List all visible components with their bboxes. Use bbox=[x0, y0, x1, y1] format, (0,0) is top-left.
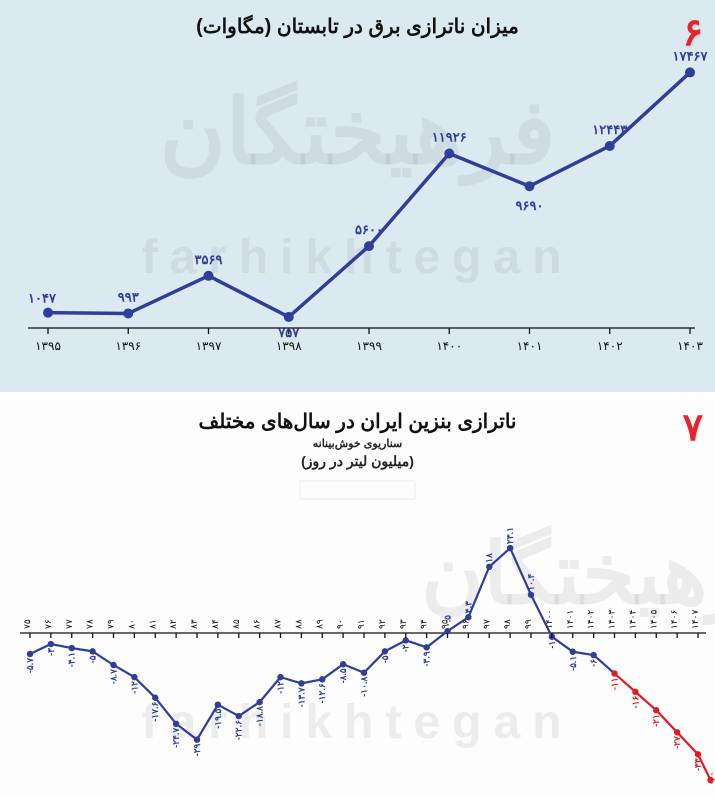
svg-text:-۱: -۱ bbox=[547, 641, 557, 649]
svg-text:-۶: -۶ bbox=[589, 659, 599, 667]
svg-text:-۸.۷: -۸.۷ bbox=[109, 669, 119, 684]
svg-text:-۳: -۳ bbox=[46, 648, 56, 656]
svg-text:-۱۶: -۱۶ bbox=[630, 696, 640, 709]
svg-text:-۱۰.۸: -۱۰.۸ bbox=[359, 677, 369, 697]
svg-text:۱۰۴۷: ۱۰۴۷ bbox=[28, 291, 57, 306]
svg-text:۱۳۹۷: ۱۳۹۷ bbox=[196, 339, 222, 353]
svg-text:۹۲: ۹۲ bbox=[377, 619, 387, 629]
svg-text:۸۱: ۸۱ bbox=[147, 619, 157, 629]
svg-text:-۵: -۵ bbox=[88, 655, 98, 663]
svg-text:۱۴۰۲: ۱۴۰۲ bbox=[597, 339, 623, 353]
svg-text:۱۱۹۲۶: ۱۱۹۲۶ bbox=[432, 130, 467, 145]
svg-text:۹۰: ۹۰ bbox=[335, 619, 345, 629]
svg-text:-۲۹: -۲۹ bbox=[192, 743, 202, 756]
svg-text:-۱۲: -۱۲ bbox=[129, 681, 139, 694]
svg-text:۱۴۰۳: ۱۴۰۳ bbox=[607, 609, 617, 629]
svg-text:۹۱: ۹۱ bbox=[356, 619, 366, 629]
svg-text:۱۷۴۶۷: ۱۷۴۶۷ bbox=[673, 48, 709, 63]
svg-text:۱۴۰۴: ۱۴۰۴ bbox=[627, 609, 637, 629]
svg-text:۱۴۰۵: ۱۴۰۵ bbox=[648, 609, 658, 629]
svg-text:۰.۵: ۰.۵ bbox=[443, 615, 453, 627]
svg-text:۱۲۴۴۳: ۱۲۴۴۳ bbox=[592, 122, 627, 137]
svg-text:-۵: -۵ bbox=[380, 655, 390, 663]
svg-text:۷۹: ۷۹ bbox=[106, 619, 116, 629]
svg-text:۸۳: ۸۳ bbox=[189, 619, 199, 629]
chart-svg-top: ۱۳۹۵ ۱۰۴۷ ۱۳۹۶ ۹۹۳ ۱۳۹۷ ۳۵۶۹ ۱۳۹۸۷۵۷ ۱۳۹۹ ۵۶۰۰ ۱۴… bbox=[0, 0, 715, 395]
svg-text:۱۴۰۱: ۱۴۰۱ bbox=[517, 339, 543, 353]
svg-text:۱۴۰۳: ۱۴۰۳ bbox=[677, 339, 703, 353]
svg-text:۷۷: ۷۷ bbox=[64, 619, 74, 629]
chart-svg-bot: -۴۰ ۷۵ -۵.۷ ۷۶ -۳ ۷۷ -۴.۱ ۷۸ -۵ ۷۹ -۸.۷ ۸۰ -۱۲ ۸۱ -۱۷.… bbox=[0, 395, 715, 795]
svg-text:-۱۲: -۱۲ bbox=[276, 681, 286, 694]
svg-text:۱۴۰۰: ۱۴۰۰ bbox=[436, 339, 462, 353]
panel-gasoline: ۷ ناترازی بنزین ایران در سال‌های مختلف س… bbox=[0, 395, 715, 795]
svg-text:-۲۷: -۲۷ bbox=[672, 736, 682, 749]
svg-text:-۱۸.۸: -۱۸.۸ bbox=[255, 706, 265, 726]
svg-text:۱۴۰۱: ۱۴۰۱ bbox=[565, 610, 575, 629]
svg-text:-۱۲.۶: -۱۲.۶ bbox=[317, 683, 327, 703]
svg-text:-۳.۹: -۳.۹ bbox=[422, 651, 432, 666]
svg-text:۸۴: ۸۴ bbox=[210, 619, 220, 629]
svg-text:۲۳.۱: ۲۳.۱ bbox=[505, 527, 515, 544]
svg-text:-۸.۵: -۸.۵ bbox=[338, 668, 348, 683]
svg-text:۹۶: ۹۶ bbox=[460, 619, 470, 629]
svg-text:-۱۳.۷: -۱۳.۷ bbox=[296, 687, 306, 707]
svg-text:-۲۴.۷: -۲۴.۷ bbox=[171, 728, 181, 748]
svg-text:-۱۹.۵: -۱۹.۵ bbox=[213, 709, 223, 729]
svg-text:-۴.۱: -۴.۱ bbox=[67, 652, 77, 667]
svg-text:۴.۳: ۴.۳ bbox=[463, 601, 473, 613]
svg-text:۸۷: ۸۷ bbox=[273, 619, 283, 629]
svg-text:۱۳۹۵: ۱۳۹۵ bbox=[35, 339, 61, 353]
svg-text:-۱۷.۶: -۱۷.۶ bbox=[150, 702, 160, 722]
svg-text:۵۶۰۰: ۵۶۰۰ bbox=[355, 222, 383, 237]
panel-electricity: ۶ میزان ناترازی برق در تابستان (مگاوات) … bbox=[0, 0, 715, 395]
svg-text:-۲۱: -۲۱ bbox=[651, 714, 661, 727]
svg-text:۱۸: ۱۸ bbox=[484, 553, 494, 563]
svg-text:۳۵۶۹: ۳۵۶۹ bbox=[195, 252, 223, 267]
svg-text:۹۳: ۹۳ bbox=[398, 619, 408, 629]
svg-text:۷۵: ۷۵ bbox=[22, 619, 32, 629]
svg-text:۹۹۳: ۹۹۳ bbox=[118, 289, 139, 304]
svg-text:۷۵۷: ۷۵۷ bbox=[277, 325, 300, 340]
svg-text:-۵.۱: -۵.۱ bbox=[568, 656, 578, 671]
svg-text:۸۰: ۸۰ bbox=[126, 619, 136, 629]
svg-text:۱۴۰۲: ۱۴۰۲ bbox=[586, 609, 596, 629]
svg-text:۱۰.۴: ۱۰.۴ bbox=[526, 574, 536, 591]
svg-text:۸۲: ۸۲ bbox=[168, 619, 178, 629]
svg-text:۹۸: ۹۸ bbox=[502, 619, 512, 629]
svg-text:۸۶: ۸۶ bbox=[252, 619, 262, 629]
svg-text:-۳۳: -۳۳ bbox=[693, 758, 703, 771]
svg-text:۸۸: ۸۸ bbox=[293, 619, 303, 629]
svg-text:۷۶: ۷۶ bbox=[43, 619, 53, 629]
svg-text:۱۴۰۷: ۱۴۰۷ bbox=[690, 609, 700, 629]
svg-text:-۲۲.۶: -۲۲.۶ bbox=[234, 720, 244, 740]
svg-text:-۱۱: -۱۱ bbox=[610, 677, 620, 690]
svg-text:-۲: -۲ bbox=[401, 644, 411, 652]
svg-text:۱۳۹۶: ۱۳۹۶ bbox=[115, 339, 141, 353]
svg-text:۹۹: ۹۹ bbox=[523, 619, 533, 629]
svg-text:۸۵: ۸۵ bbox=[231, 619, 241, 629]
svg-text:-۵.۷: -۵.۷ bbox=[25, 658, 35, 673]
svg-text:۱۳۹۸: ۱۳۹۸ bbox=[276, 339, 302, 353]
svg-text:۱۴۰۰: ۱۴۰۰ bbox=[544, 610, 554, 629]
svg-text:۹۶۹۰: ۹۶۹۰ bbox=[516, 198, 544, 213]
svg-text:۱۴۰۶: ۱۴۰۶ bbox=[669, 609, 679, 629]
svg-text:۷۸: ۷۸ bbox=[85, 619, 95, 629]
svg-text:۸۹: ۸۹ bbox=[314, 619, 324, 629]
svg-text:۱۳۹۹: ۱۳۹۹ bbox=[356, 339, 382, 353]
svg-text:۹۴: ۹۴ bbox=[419, 619, 429, 629]
svg-text:۹۷: ۹۷ bbox=[481, 619, 491, 629]
svg-text:-۴۰: -۴۰ bbox=[707, 771, 715, 784]
